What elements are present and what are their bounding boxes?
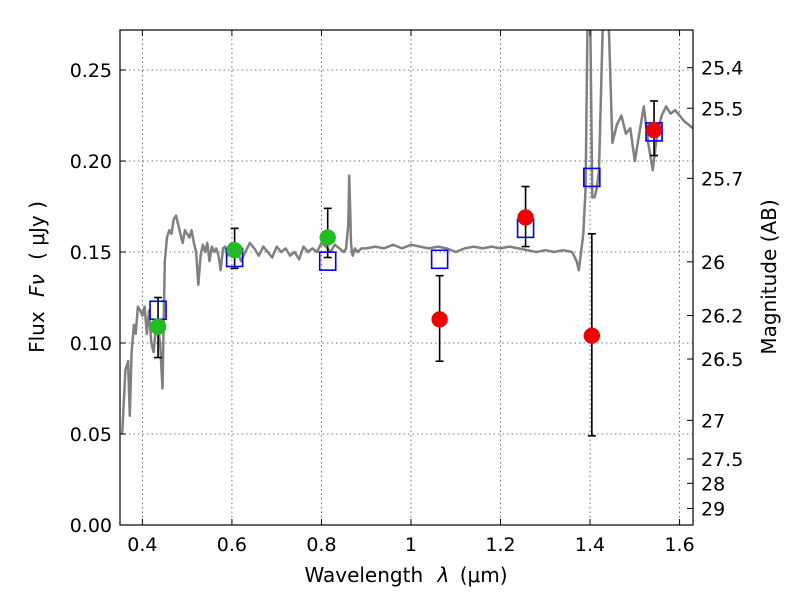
magnitude-tick-label: 25.7 [701,168,743,190]
observed-point-marker [645,121,663,139]
x-tick-label: 0.4 [127,534,157,556]
magnitude-tick-label: 25.4 [701,58,743,80]
observed-point-marker [226,241,243,259]
x-tick-label: 0.8 [306,534,336,556]
y-tick-label: 0.10 [70,333,112,355]
magnitude-tick-label: 26.2 [701,306,743,328]
y-axis-label-text: Flux [25,311,49,353]
x-tick-label: 1.2 [485,534,515,556]
x-axis-label: Wavelength λ (μm) [304,563,507,587]
y-tick-label: 0.00 [70,515,112,537]
y-axis-label: Flux Fν ( μJy ) [25,201,49,353]
y-axis: 0.00 0.05 0.10 0.15 0.20 0.25 [70,60,126,537]
magnitude-tick-label: 26 [701,252,725,274]
observed-point-marker [319,229,336,246]
observed-point-marker [431,311,448,328]
observed-point-marker [583,327,601,344]
y-tick-label: 0.25 [70,60,112,82]
x-axis-label-symbol: λ [437,563,450,587]
magnitude-tick-label: 25.5 [701,98,743,120]
gridlines [120,30,693,525]
x-axis: 0.4 0.6 0.8 1 1.2 1.4 1.6 [127,30,695,556]
observed-point-marker [517,209,534,226]
model-square-marker [583,167,601,188]
magnitude-tick-label: 26.5 [701,349,743,371]
y-tick-label: 0.20 [70,151,112,173]
x-axis-label-text: Wavelength [304,563,423,587]
x-axis-label-unit: (μm) [460,563,508,587]
magnitude-tick-label: 27 [701,410,725,432]
y-axis-label-unit: ( μJy ) [25,201,49,260]
spectrum-line [120,30,693,435]
observed-point-marker [149,318,167,335]
y-tick-label: 0.05 [70,424,112,446]
x-tick-label: 1.4 [575,534,605,556]
magnitude-tick-label: 28 [701,473,725,495]
model-square-marker [430,249,449,270]
x-tick-label: 0.6 [217,534,247,556]
magnitude-tick-label: 27.5 [701,449,743,471]
plot-area [120,30,693,435]
magnitude-tick-label: 29 [701,498,725,520]
model-square-marker [318,251,337,271]
y-tick-label: 0.15 [70,242,112,264]
x-tick-label: 1.6 [664,534,694,556]
x-tick-label: 1 [405,534,417,556]
data-markers [149,121,663,344]
y-axis-label-symbol: Fν [25,274,49,297]
plot-frame [119,29,694,526]
magnitude-axis-label: Magnitude (AB) [757,199,781,354]
magnitude-axis: 25.4 25.5 25.7 26 26.2 26.5 27 27.528 29 [687,58,743,520]
